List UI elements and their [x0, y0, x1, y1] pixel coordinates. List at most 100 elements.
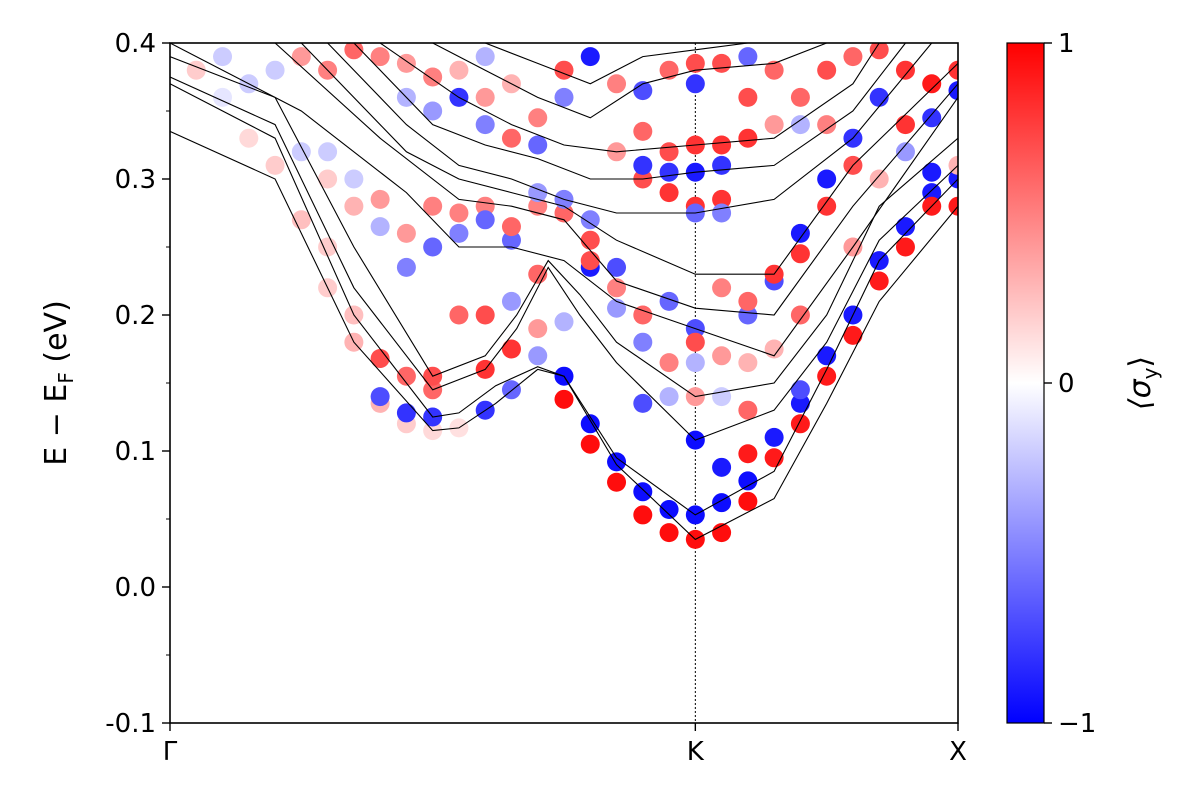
band-line	[170, 56, 958, 398]
spin-point	[869, 271, 889, 291]
colorbar-label-subscript: y	[1138, 367, 1162, 379]
colorbar: 1 0 −1 ⟨σy⟩	[1006, 29, 1162, 739]
spin-point	[344, 196, 364, 216]
band-line	[170, 83, 958, 516]
band-line	[300, 43, 958, 275]
spin-point	[948, 196, 958, 216]
spin-point	[554, 60, 574, 80]
spin-point	[186, 60, 206, 80]
spin-point	[423, 237, 443, 257]
spin-point	[370, 387, 390, 407]
spin-point	[738, 47, 758, 67]
spin-point	[817, 115, 837, 135]
band-line	[485, 43, 748, 85]
spin-point	[738, 444, 758, 464]
spin-point	[528, 108, 548, 128]
spin-point	[528, 196, 548, 216]
spin-point	[580, 434, 600, 454]
spin-point	[396, 403, 416, 423]
spin-point	[370, 189, 390, 209]
spin-point	[633, 332, 653, 352]
spin-point	[633, 482, 653, 502]
y-axis-label-main: E − E	[39, 384, 74, 466]
spin-point	[633, 155, 653, 175]
spin-point	[922, 162, 942, 182]
spin-point	[790, 223, 810, 243]
band-line	[432, 43, 827, 119]
spin-point	[764, 115, 784, 135]
spin-point	[633, 505, 653, 525]
spin-point	[501, 339, 521, 359]
spin-point	[501, 217, 521, 237]
spin-point	[659, 523, 679, 543]
spin-point	[685, 53, 705, 73]
spin-point	[869, 43, 889, 60]
spin-point	[475, 196, 495, 216]
spin-point	[712, 457, 732, 477]
spin-point	[895, 217, 915, 237]
band-line	[274, 43, 958, 316]
x-tick-label: K	[687, 737, 705, 767]
spin-point	[895, 142, 915, 162]
spin-point	[790, 305, 810, 325]
spin-point	[659, 60, 679, 80]
spin-point	[607, 257, 627, 277]
spin-point	[607, 452, 627, 472]
spin-point	[475, 305, 495, 325]
spin-point	[869, 169, 889, 189]
y-tick-label: -0.1	[105, 709, 156, 739]
spin-point	[291, 142, 311, 162]
spin-point	[790, 393, 810, 413]
spin-point	[843, 325, 863, 345]
spin-point	[318, 142, 338, 162]
spin-point	[817, 60, 837, 80]
x-tick-label: X	[949, 737, 967, 767]
x-tick-label: Γ	[163, 737, 178, 767]
spin-point	[423, 101, 443, 121]
spin-point	[213, 87, 233, 107]
spin-point	[318, 169, 338, 189]
spin-point	[370, 349, 390, 369]
spin-point	[396, 223, 416, 243]
spin-point	[712, 155, 732, 175]
y-tick-label: 0.1	[115, 437, 156, 467]
colorbar-tick-label: 1	[1058, 29, 1075, 59]
spin-point	[449, 223, 469, 243]
spin-point	[764, 427, 784, 447]
spin-point	[554, 203, 574, 223]
spin-point	[712, 346, 732, 366]
band-line	[353, 43, 906, 180]
colorbar-label-suffix: ⟩	[1123, 356, 1158, 368]
spin-point	[554, 389, 574, 409]
spin-point	[685, 332, 705, 352]
spin-point	[265, 60, 285, 80]
spin-point	[370, 217, 390, 237]
spin-point	[922, 183, 942, 203]
spin-point	[659, 387, 679, 407]
spin-point	[790, 380, 810, 400]
band-line	[170, 130, 958, 541]
spin-point	[607, 472, 627, 492]
spin-point	[659, 499, 679, 519]
spin-point	[659, 291, 679, 311]
spin-point	[895, 115, 915, 135]
y-axis-label-unit: (eV)	[39, 300, 74, 372]
colorbar-label-prefix: ⟨σ	[1123, 378, 1158, 410]
y-axis-label: E − EF (eV)	[39, 300, 78, 466]
spin-point	[738, 491, 758, 511]
spin-point	[790, 414, 810, 434]
spin-point	[475, 47, 495, 67]
spin-point	[580, 251, 600, 271]
spin-point	[790, 87, 810, 107]
spin-point	[501, 128, 521, 148]
spin-point	[607, 74, 627, 94]
spin-point	[659, 353, 679, 373]
spin-point	[396, 257, 416, 277]
colorbar-ticks: 1 0 −1	[1044, 29, 1096, 739]
spin-point	[580, 210, 600, 230]
spin-point	[712, 278, 732, 298]
spin-point	[554, 87, 574, 107]
spin-point	[475, 87, 495, 107]
y-tick-label: 0.3	[115, 165, 156, 195]
